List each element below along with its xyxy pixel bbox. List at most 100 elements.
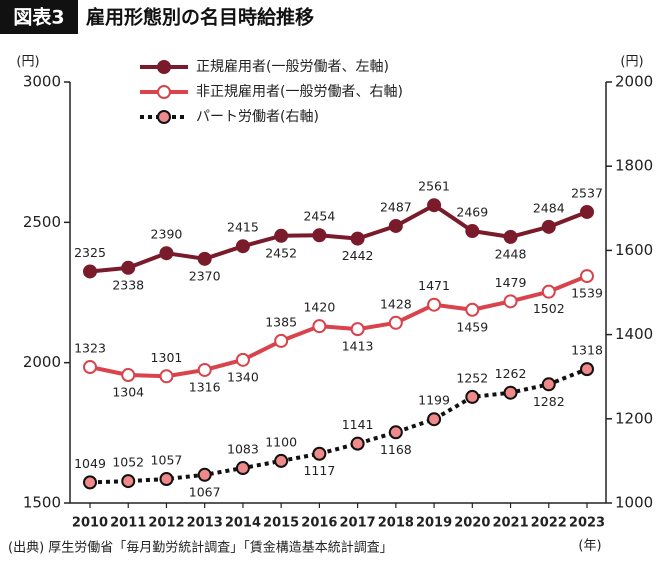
- legend-label: 正規雇用者(一般労働者、左軸): [196, 58, 389, 75]
- data-label: 1252: [456, 370, 488, 385]
- data-label: 2484: [533, 200, 565, 215]
- data-label: 1385: [265, 314, 297, 329]
- data-label: 2338: [112, 277, 144, 292]
- marker: [121, 260, 136, 275]
- x-tick-label: 2019: [416, 516, 452, 531]
- marker: [197, 362, 212, 377]
- data-label: 2390: [151, 227, 183, 242]
- marker: [503, 385, 518, 400]
- marker: [465, 389, 480, 404]
- marker: [121, 368, 136, 383]
- marker: [235, 352, 250, 367]
- legend-label: パート労働者(右軸): [196, 109, 319, 125]
- legend-marker: [157, 110, 171, 124]
- marker: [427, 297, 442, 312]
- data-label: 1199: [418, 393, 450, 408]
- y-axis-unit: (円): [16, 55, 39, 70]
- data-label: 2537: [571, 185, 603, 200]
- data-label: 1100: [265, 434, 297, 449]
- data-label: 1316: [189, 379, 221, 394]
- y2-tick-label: 1000: [615, 494, 653, 512]
- legend-label: 非正規雇用者(一般労働者、右軸): [196, 83, 403, 100]
- data-label: 2448: [495, 246, 527, 261]
- figure-label-box: [0, 0, 78, 34]
- marker: [312, 446, 327, 461]
- source: (出典) 厚生労働省「毎月勤労統計調査」「賃金構造基本統計調査」: [8, 540, 393, 556]
- data-label: 1471: [418, 278, 450, 293]
- x-tick-label: 2022: [531, 516, 567, 531]
- marker: [235, 461, 250, 476]
- data-label: 1141: [342, 417, 374, 432]
- data-label: 1083: [227, 442, 259, 457]
- marker: [235, 239, 250, 254]
- data-label: 2452: [265, 245, 297, 260]
- marker: [83, 475, 97, 490]
- data-label: 2370: [189, 268, 221, 283]
- marker: [274, 453, 289, 468]
- x-tick-label: 2011: [110, 516, 146, 531]
- marker: [350, 322, 365, 337]
- data-label: 1049: [74, 456, 106, 471]
- data-label: 2415: [227, 220, 259, 235]
- marker: [427, 198, 442, 213]
- marker: [197, 467, 212, 482]
- marker: [541, 219, 556, 234]
- y-tick-label: 2000: [23, 353, 61, 371]
- x-tick-label: 2017: [340, 516, 376, 531]
- marker: [159, 369, 174, 384]
- data-label: 1479: [495, 275, 527, 290]
- data-label: 1282: [533, 394, 565, 409]
- data-label: 1502: [533, 301, 565, 316]
- x-tick-label: 2013: [187, 516, 223, 531]
- marker: [274, 228, 289, 243]
- y2-tick-label: 1200: [615, 409, 653, 427]
- data-label: 1117: [303, 463, 335, 478]
- x-tick-label: 2018: [378, 516, 414, 531]
- marker: [83, 264, 97, 279]
- marker: [159, 246, 174, 261]
- marker: [388, 425, 403, 440]
- y2-tick-label: 1600: [615, 241, 653, 259]
- marker: [312, 319, 327, 334]
- legend-marker: [157, 60, 171, 74]
- y2-tick-label: 2000: [615, 73, 653, 91]
- marker: [541, 377, 556, 392]
- marker: [503, 229, 518, 244]
- data-label: 1067: [189, 484, 221, 499]
- data-label: 1413: [342, 339, 374, 354]
- x-tick-label: 2014: [225, 516, 261, 531]
- y-tick-label: 1500: [23, 494, 61, 512]
- data-label: 1420: [303, 300, 335, 315]
- marker: [541, 284, 556, 299]
- legend-marker: [157, 85, 171, 99]
- data-label: 1304: [112, 385, 144, 400]
- figure-label: 図表3: [13, 6, 64, 29]
- data-label: 1262: [495, 366, 527, 381]
- y2-tick-label: 1800: [615, 157, 653, 175]
- marker: [350, 231, 365, 246]
- chart-title: 雇用形態別の名目時給推移: [86, 6, 314, 29]
- marker: [312, 228, 327, 243]
- x-tick-label: 2015: [263, 516, 299, 531]
- x-tick-label: 2020: [454, 516, 490, 531]
- data-label: 1323: [74, 341, 106, 356]
- marker: [388, 218, 403, 233]
- x-tick-label: 2010: [72, 516, 108, 531]
- marker: [197, 251, 212, 266]
- y-tick-label: 2500: [23, 213, 61, 231]
- marker: [503, 294, 518, 309]
- y2-tick-label: 1400: [615, 325, 653, 343]
- marker: [465, 302, 480, 317]
- data-label: 1340: [227, 369, 259, 384]
- marker: [427, 412, 442, 427]
- x-tick-label: 2023: [569, 516, 605, 531]
- data-label: 1052: [112, 455, 144, 470]
- data-label: 2487: [380, 199, 412, 214]
- marker: [580, 362, 594, 377]
- marker: [388, 315, 403, 330]
- data-label: 1301: [151, 350, 183, 365]
- marker: [159, 472, 174, 487]
- marker: [580, 269, 594, 284]
- data-label: 1057: [151, 453, 183, 468]
